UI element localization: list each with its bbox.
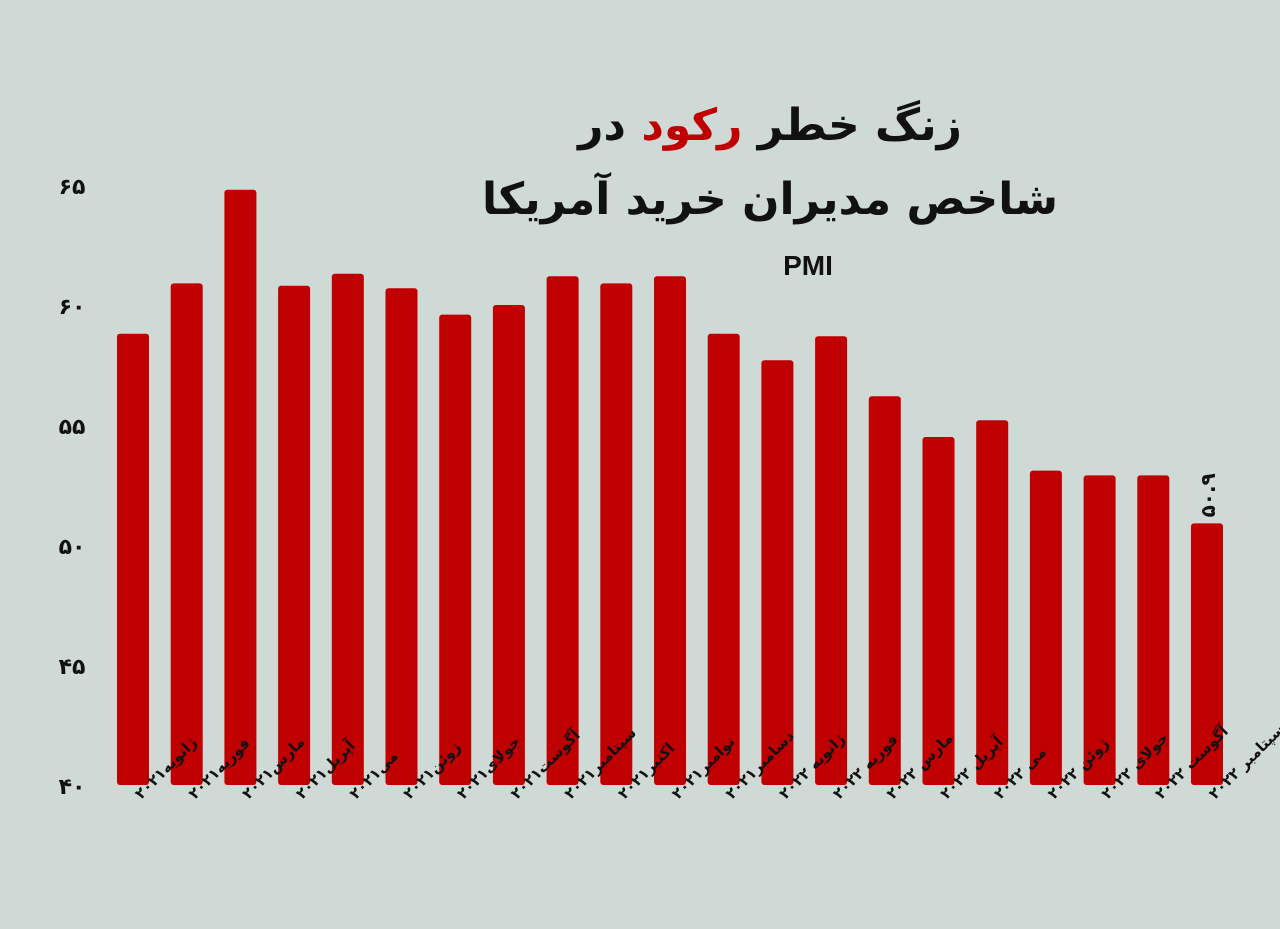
bar <box>385 288 418 785</box>
bar <box>600 283 633 785</box>
bar <box>976 420 1009 785</box>
bar <box>815 336 848 785</box>
bar <box>1191 523 1223 785</box>
bar <box>170 283 203 785</box>
y-tick-label: ۴۵ <box>59 655 86 680</box>
bar <box>1029 470 1062 785</box>
y-axis: ۶۵ ۶۰ ۵۵ ۵۰ ۴۵ ۴۰ <box>59 175 86 800</box>
bar <box>331 273 364 785</box>
y-tick-label: ۶۵ <box>59 175 86 200</box>
title-part-after: در <box>578 100 626 151</box>
bar <box>761 360 794 785</box>
data-label: ۵۰.۹ <box>1196 473 1220 517</box>
y-tick-label: ۵۵ <box>59 415 86 440</box>
bar <box>1137 475 1170 785</box>
bar <box>439 314 472 785</box>
bar <box>546 276 579 785</box>
chart-subtitle: PMI <box>783 250 833 281</box>
bar <box>868 396 901 785</box>
chart-title-line2: شاخص مدیران خرید آمریکا <box>481 174 1059 225</box>
bar <box>117 333 149 785</box>
y-tick-label: ۶۰ <box>59 295 86 320</box>
data-labels: ۵۰.۹ <box>1196 473 1220 517</box>
chart-title-line1: زنگ خطر رکود در <box>420 98 1120 154</box>
bar <box>922 437 955 785</box>
bar <box>707 333 740 785</box>
title-part-before: زنگ خطر <box>757 100 962 151</box>
bar-series <box>117 189 1223 786</box>
title-accent-word: رکود <box>641 100 743 151</box>
bar <box>224 189 257 786</box>
y-tick-label: ۴۰ <box>59 775 86 800</box>
y-tick-label: ۵۰ <box>59 535 86 560</box>
bar <box>1083 475 1116 785</box>
bar <box>654 276 686 785</box>
bar <box>492 305 525 785</box>
bar <box>278 285 311 785</box>
